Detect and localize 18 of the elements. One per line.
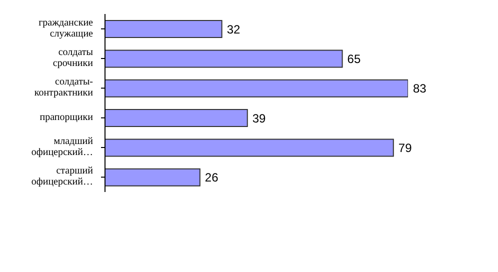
y-tick-label: прапорщики — [40, 112, 94, 124]
bar — [105, 50, 343, 68]
bar — [105, 109, 248, 128]
y-tick-label: гражданские служащие — [38, 18, 94, 40]
data-label: 79 — [398, 140, 412, 155]
bar — [105, 20, 222, 38]
data-label: 65 — [347, 52, 361, 66]
y-tick-label: старший офицерский… — [31, 166, 94, 188]
y-tick-label: солдаты-контрактники — [34, 76, 94, 99]
y-tick-label: младший офицерский… — [31, 136, 94, 158]
data-label: 83 — [413, 82, 427, 96]
bar — [105, 168, 200, 186]
bar — [105, 79, 408, 98]
bar — [105, 138, 394, 157]
data-label: 39 — [252, 111, 266, 126]
y-tick-label: солдаты срочники — [52, 47, 94, 70]
data-label: 26 — [204, 170, 219, 185]
data-label: 32 — [226, 22, 240, 36]
